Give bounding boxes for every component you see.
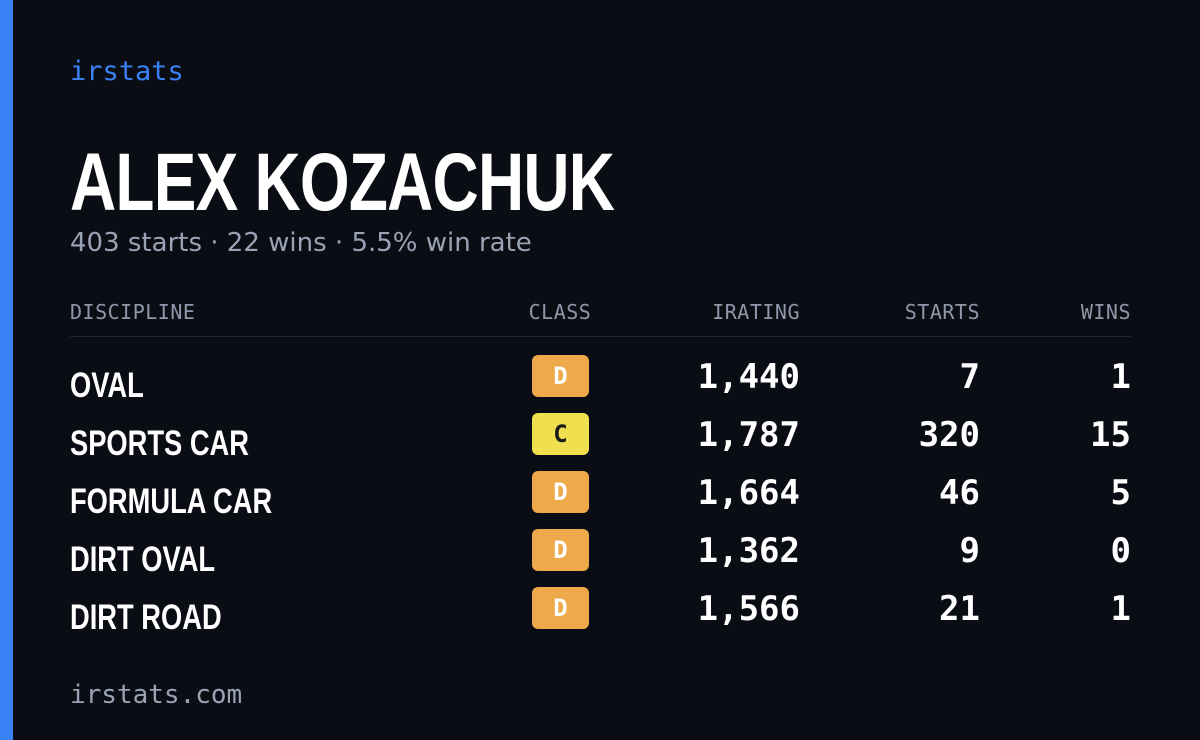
class-badge: D	[532, 587, 589, 629]
class-badge: D	[532, 471, 589, 513]
table-row: OVAL D 1,440 7 1	[70, 355, 1131, 413]
starts-value: 7	[959, 357, 980, 397]
wins-value: 0	[1110, 531, 1131, 571]
wins-value: 15	[1090, 415, 1131, 455]
irating-value: 1,566	[697, 589, 800, 629]
driver-summary: 403 starts · 22 wins · 5.5% win rate	[70, 228, 532, 258]
class-badge: C	[532, 413, 589, 455]
discipline-name: FORMULA CAR	[70, 482, 273, 521]
wins-value: 1	[1110, 589, 1131, 629]
discipline-name: DIRT OVAL	[70, 540, 216, 579]
starts-value: 46	[939, 473, 980, 513]
brand-logo-text: irstats	[70, 56, 184, 87]
starts-value: 9	[959, 531, 980, 571]
wins-value: 5	[1110, 473, 1131, 513]
discipline-name: DIRT ROAD	[70, 598, 222, 637]
irating-value: 1,440	[697, 357, 800, 397]
header-wins: WINS	[1080, 300, 1131, 324]
wins-value: 1	[1110, 357, 1131, 397]
table-body: OVAL D 1,440 7 1 SPORTS CAR C 1,787 320 …	[70, 355, 1131, 645]
header-class: CLASS	[528, 300, 592, 324]
table-row: SPORTS CAR C 1,787 320 15	[70, 413, 1131, 471]
irating-value: 1,362	[697, 531, 800, 571]
accent-bar	[0, 0, 13, 740]
starts-value: 320	[918, 415, 980, 455]
class-badge: D	[532, 529, 589, 571]
header-discipline: DISCIPLINE	[70, 300, 196, 324]
irating-value: 1,787	[697, 415, 800, 455]
header-starts: STARTS	[904, 300, 980, 324]
table-row: DIRT OVAL D 1,362 9 0	[70, 529, 1131, 587]
header-irating: IRATING	[712, 300, 800, 324]
table-row: FORMULA CAR D 1,664 46 5	[70, 471, 1131, 529]
discipline-name: OVAL	[70, 366, 144, 405]
table-row: DIRT ROAD D 1,566 21 1	[70, 587, 1131, 645]
irating-value: 1,664	[697, 473, 800, 513]
footer-url: irstats.com	[70, 680, 243, 710]
discipline-name: SPORTS CAR	[70, 424, 249, 463]
discipline-table: DISCIPLINE CLASS IRATING STARTS WINS OVA…	[70, 296, 1131, 645]
table-header: DISCIPLINE CLASS IRATING STARTS WINS	[70, 296, 1131, 337]
starts-value: 21	[939, 589, 980, 629]
class-badge: D	[532, 355, 589, 397]
driver-name: ALEX KOZACHUK	[70, 137, 615, 228]
